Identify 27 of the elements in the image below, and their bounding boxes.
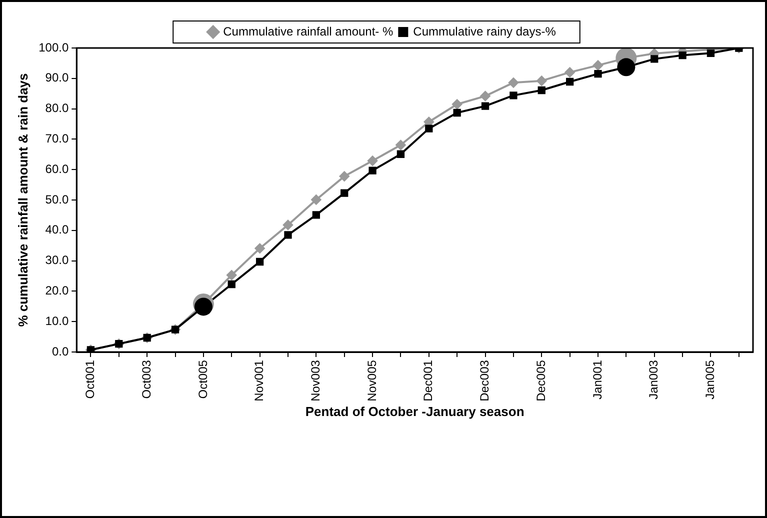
x-axis-title: Pentad of October -January season [305, 404, 524, 419]
y-tick-label: 30.0 [45, 253, 69, 268]
y-tick-label: 10.0 [45, 314, 69, 328]
y-tick-label: 40.0 [45, 222, 69, 237]
x-tick-label: Jan003 [646, 360, 661, 400]
y-tick-label: 50.0 [45, 192, 69, 206]
y-tick-label: 60.0 [45, 162, 69, 176]
y-tick-label: 80.0 [45, 101, 69, 116]
x-tick-label: Dec001 [421, 360, 436, 402]
x-tick-label: Jan005 [703, 360, 718, 400]
y-tick-label: 0.0 [52, 344, 69, 358]
y-tick-label: 100.0 [38, 40, 69, 54]
y-tick-label: 20.0 [45, 284, 69, 298]
x-tick-label: Nov001 [252, 360, 266, 402]
y-tick-label: 90.0 [45, 70, 69, 85]
x-tick-label: Oct001 [83, 360, 98, 399]
legend-label: Cummulative rainy days-% [413, 24, 556, 38]
x-tick-label: Nov005 [364, 360, 379, 402]
x-tick-label: Nov003 [308, 360, 322, 402]
x-tick-label: Oct003 [139, 360, 154, 399]
x-tick-label: Dec005 [534, 360, 548, 402]
y-axis-title: % cumulative rainfall amount & rain days [15, 73, 30, 327]
x-tick-label: Oct005 [196, 360, 210, 399]
x-tick-label: Dec003 [478, 360, 492, 402]
x-tick-label: Jan001 [590, 360, 604, 400]
y-tick-label: 70.0 [45, 132, 69, 146]
legend-label: Cummulative rainfall amount- % [223, 24, 394, 38]
